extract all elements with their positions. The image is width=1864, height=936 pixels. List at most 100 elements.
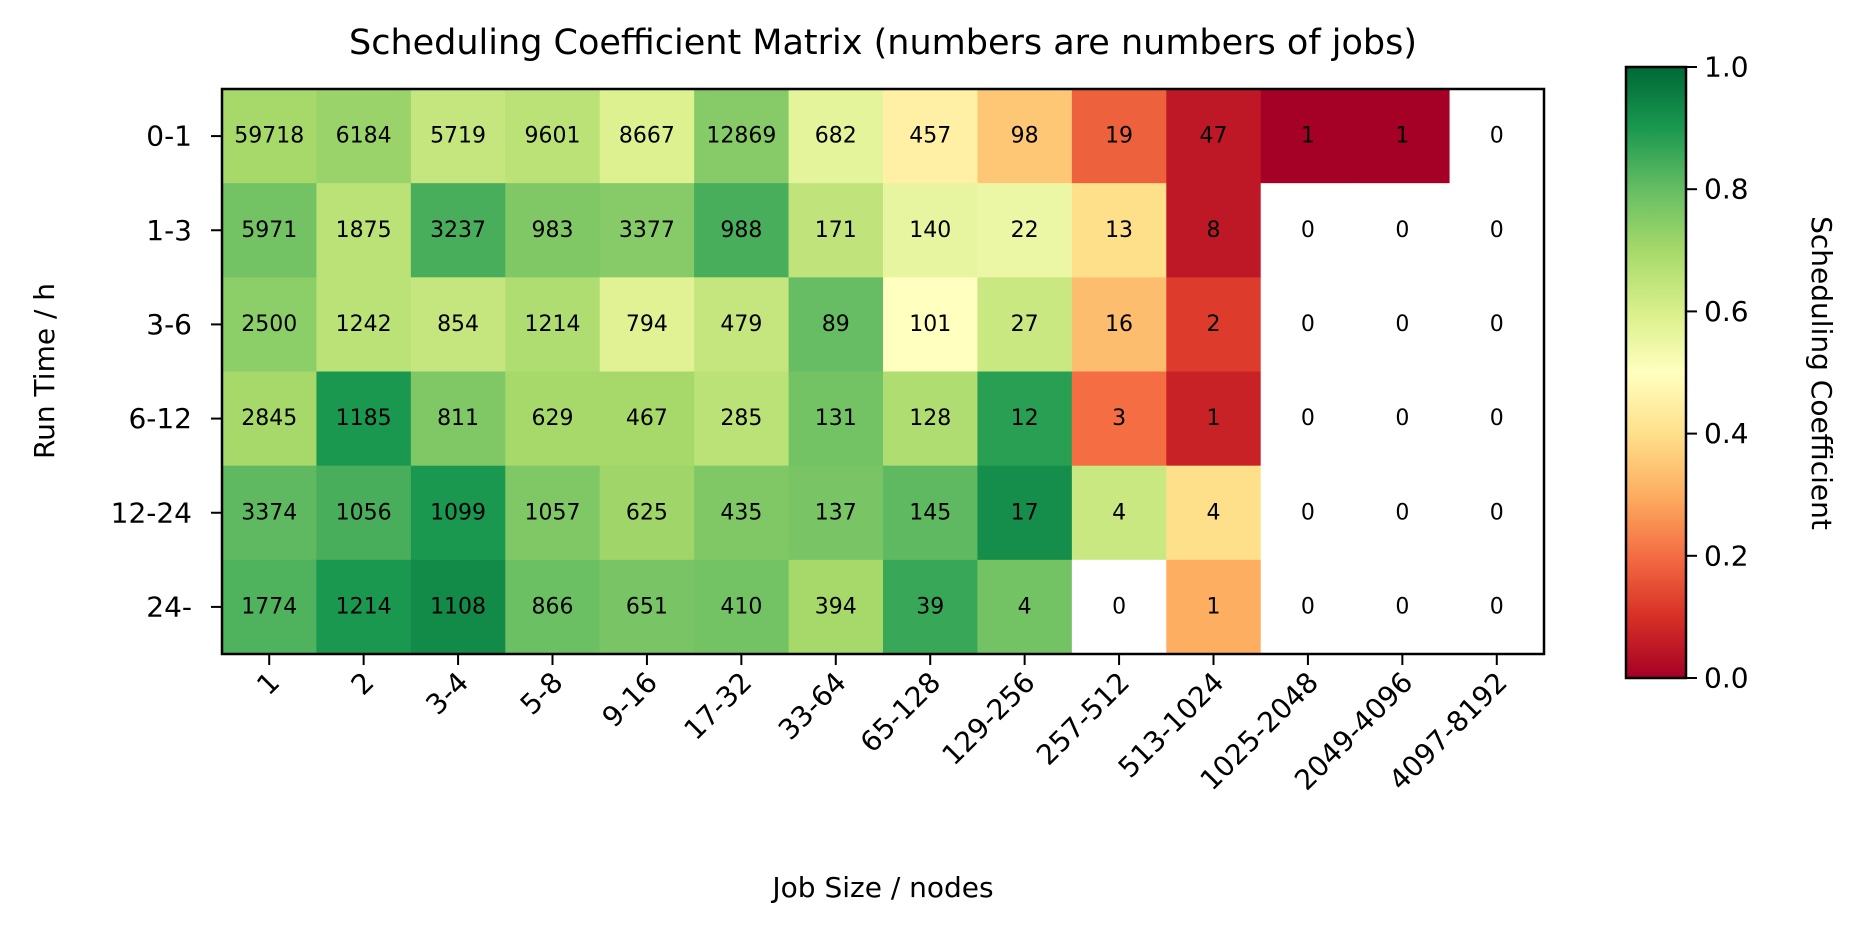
heatmap-cell [410,465,506,561]
x-tick-label: 65-128 [854,666,947,759]
heatmap-cell [883,89,979,184]
y-tick-label: 6-12 [128,402,192,435]
heatmap-cell [1071,559,1167,655]
cell-label: 145 [909,500,951,525]
heatmap-cell [1355,371,1451,467]
colorbar-tick-label: 0.0 [1704,662,1749,695]
colorbar-axis: 0.0 0.2 0.4 0.6 0.8 1.0 [1686,51,1749,695]
heatmap-cell [1071,89,1167,184]
cell-label: 6184 [336,124,392,149]
cell-label: 0 [1490,406,1504,431]
cell-label: 2 [1207,312,1221,337]
cell-label: 2500 [241,312,297,337]
heatmap-cell [599,89,695,184]
cell-label: 171 [815,218,857,243]
heatmap-cell [977,465,1073,561]
cell-label: 0 [1490,312,1504,337]
heatmap-cell [1260,371,1356,467]
plot-frame [220,87,1546,656]
y-tick-label: 12-24 [111,496,192,529]
y-axis: 0-1 1-3 3-6 6-12 12-24 24- [111,120,222,623]
cell-label: 866 [532,594,574,619]
cell-label: 1 [1301,124,1315,149]
cell-label: 3237 [430,218,486,243]
y-tick-label: 0-1 [146,120,192,153]
heatmap-cell [1166,183,1262,278]
cell-label: 59718 [234,124,304,149]
cell-label: 435 [720,500,762,525]
heatmap-cell [222,89,318,184]
heatmap-cell [316,371,412,467]
heatmap-cell [1166,89,1262,184]
cell-label: 1099 [430,500,486,525]
heatmap-cell [883,559,979,655]
heatmap-cell [316,183,412,278]
cell-label: 131 [815,406,857,431]
y-axis-label: Run Time / h [28,283,61,459]
cell-label: 1108 [430,594,486,619]
heatmap-cell [1449,277,1545,373]
heatmap-cell [505,277,601,373]
cell-label: 0 [1490,124,1504,149]
cell-label: 794 [626,312,668,337]
colorbar-tick-label: 1.0 [1704,51,1749,84]
heatmap-cell [316,559,412,655]
heatmap-cell [977,89,1073,184]
heatmap-cell [1166,371,1262,467]
x-axis: 1 2 3-4 5-8 9-16 17-32 33-64 65-128129-256257-5… [250,654,1514,797]
heatmap-cell [1260,465,1356,561]
heatmap-cell [599,183,695,278]
heatmap-cell [1260,277,1356,373]
cell-label: 140 [909,218,951,243]
cell-label: 16 [1105,312,1133,337]
heatmap-cell [222,371,318,467]
heatmap-cell [222,465,318,561]
cell-label: 4 [1207,500,1221,525]
heatmap-cell [1355,465,1451,561]
heatmap-cell [1449,559,1545,655]
cell-label: 8 [1207,218,1221,243]
cell-label: 0 [1395,218,1409,243]
heatmap-cell [977,183,1073,278]
cell-label: 39 [916,594,944,619]
cell-label: 0 [1395,500,1409,525]
x-tick-label: 17-32 [677,666,758,747]
heatmap-cell [788,371,884,467]
heatmap-cell [410,559,506,655]
heatmap-cell [788,465,884,561]
cell-label: 0 [1301,312,1315,337]
cell-label: 13 [1105,218,1133,243]
heatmap-cell [883,465,979,561]
cell-label: 1214 [525,312,581,337]
heatmap-cells [222,89,1545,655]
heatmap-cell [1260,559,1356,655]
x-tick-label: 2 [345,666,381,702]
cell-label: 854 [437,312,479,337]
heatmap-cell [1166,277,1262,373]
heatmap-cell [977,371,1073,467]
cell-label: 2845 [241,406,297,431]
cell-label: 0 [1490,594,1504,619]
cell-labels: 59718 6184 5719 9601 8667 12869 682 457 98 19 47 1 1… [234,124,1504,620]
cell-label: 467 [626,406,668,431]
colorbar-label: Scheduling Coefficient [1805,216,1838,530]
y-tick-label: 24- [146,590,192,623]
cell-label: 137 [815,500,857,525]
cell-label: 0 [1301,218,1315,243]
cell-label: 629 [532,406,574,431]
heatmap-cell [1355,89,1451,184]
heatmap-cell [505,371,601,467]
heatmap-cell [883,277,979,373]
heatmap-cell [1449,183,1545,278]
heatmap-cell [694,183,790,278]
heatmap-cell [1355,183,1451,278]
cell-label: 0 [1395,312,1409,337]
cell-label: 3374 [241,500,297,525]
cell-label: 0 [1301,594,1315,619]
heatmap-cell [1449,465,1545,561]
cell-label: 1 [1207,594,1221,619]
x-tick-label: 129-256 [936,666,1042,772]
cell-label: 285 [720,406,762,431]
heatmap-cell [1166,559,1262,655]
